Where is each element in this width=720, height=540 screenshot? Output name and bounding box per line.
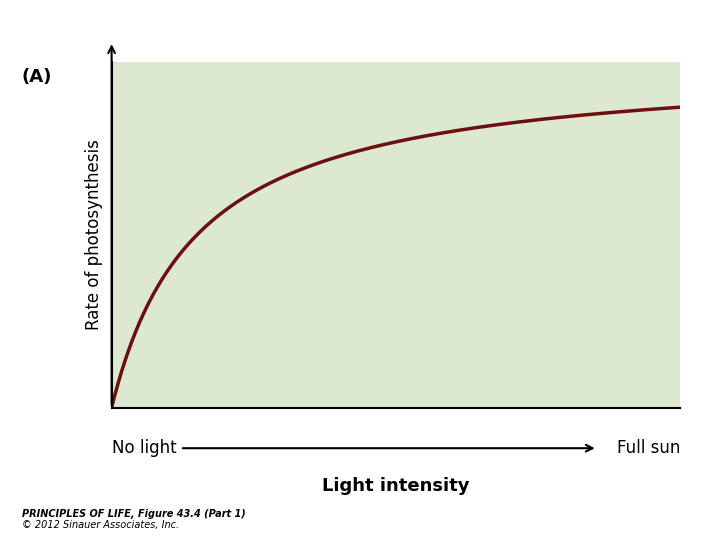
Text: PRINCIPLES OF LIFE, Figure 43.4 (Part 1): PRINCIPLES OF LIFE, Figure 43.4 (Part 1) bbox=[22, 509, 246, 519]
Text: Figure 43.4  Resource Acquisition Increases with Resource Availability (Part 1): Figure 43.4 Resource Acquisition Increas… bbox=[9, 10, 577, 25]
Text: Light intensity: Light intensity bbox=[323, 477, 469, 495]
Y-axis label: Rate of photosynthesis: Rate of photosynthesis bbox=[85, 139, 103, 330]
Text: (A): (A) bbox=[22, 68, 52, 85]
Text: © 2012 Sinauer Associates, Inc.: © 2012 Sinauer Associates, Inc. bbox=[22, 520, 179, 530]
Text: Full sun: Full sun bbox=[617, 439, 680, 457]
Text: No light: No light bbox=[112, 439, 176, 457]
